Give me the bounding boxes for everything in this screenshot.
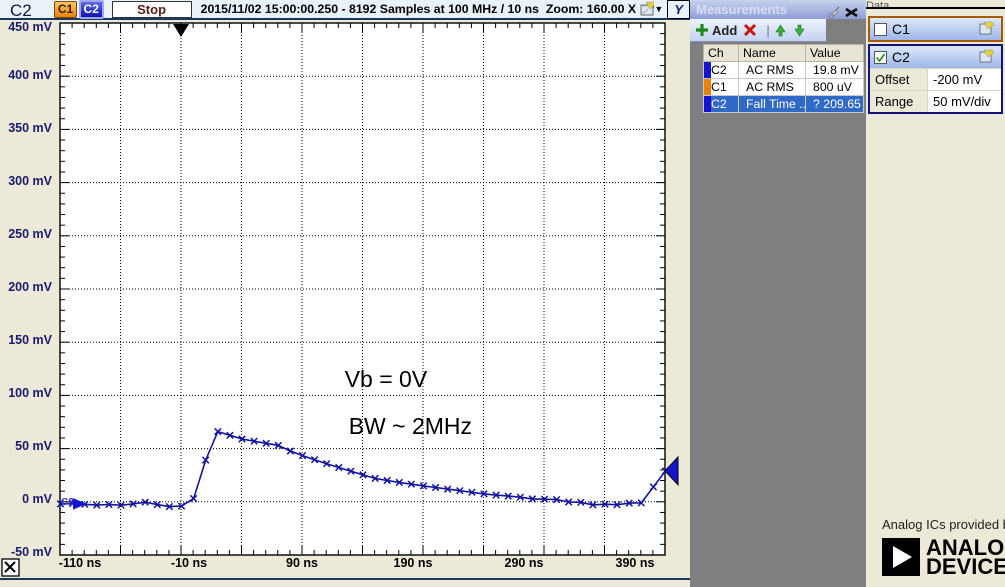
svg-text:BW ~ 2MHz: BW ~ 2MHz [349,413,472,439]
svg-text:Vb = 0V: Vb = 0V [345,366,428,392]
